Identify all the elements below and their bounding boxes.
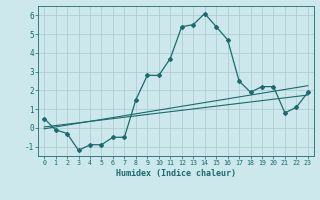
X-axis label: Humidex (Indice chaleur): Humidex (Indice chaleur) — [116, 169, 236, 178]
